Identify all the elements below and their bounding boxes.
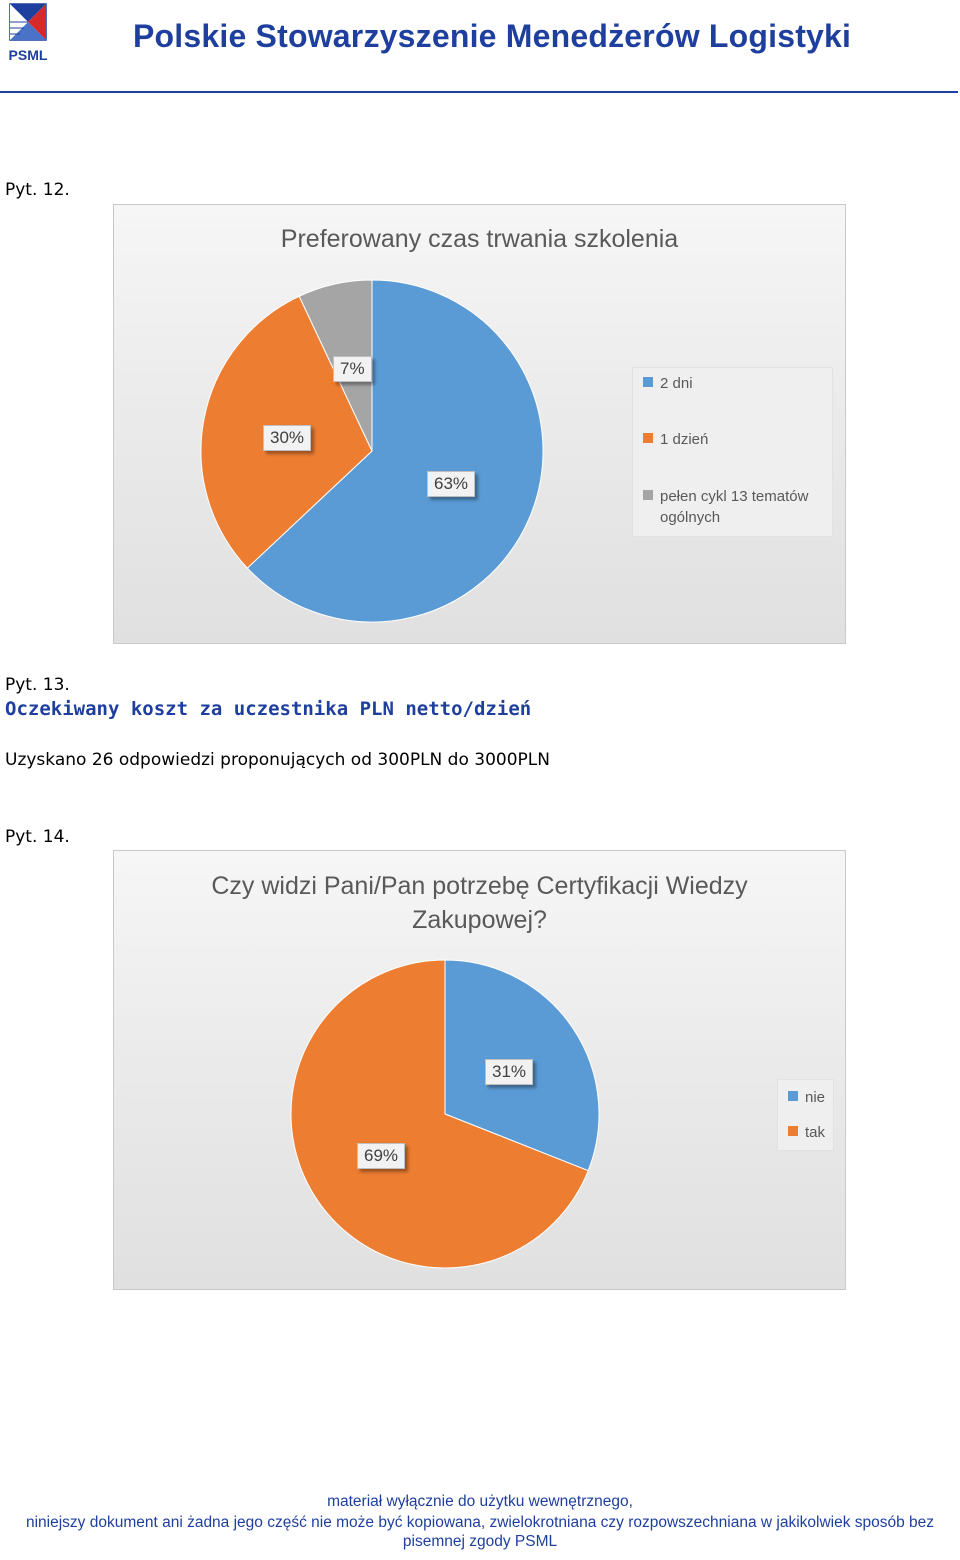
question-13-title: Oczekiwany koszt za uczestnika PLN netto… <box>5 698 532 720</box>
logo-text: PSML <box>9 47 48 63</box>
legend-text: pełen cykl 13 tematów ogólnych <box>660 488 809 526</box>
chart-q12-legend: 2 dni 1 dzień pełen cykl 13 tematów ogól… <box>632 367 833 537</box>
footer-line-2: niniejszy dokument ani żadna jego część … <box>25 1514 935 1531</box>
chart-q12-label-30: 30% <box>263 425 312 451</box>
footer-line-1: materiał wyłącznie do użytku wewnętrzneg… <box>327 1493 633 1510</box>
legend-swatch <box>643 490 653 500</box>
chart-q12: Preferowany czas trwania szkolenia 7% 30… <box>113 204 846 644</box>
chart-q14: Czy widzi Pani/Pan potrzebę Certyfikacji… <box>113 850 846 1290</box>
page-header: PSML Polskie Stowarzyszenie Menedżerów L… <box>0 0 960 95</box>
chart-q14-label-69: 69% <box>357 1143 406 1169</box>
legend-text: nie <box>805 1089 826 1106</box>
legend-swatch <box>788 1126 798 1136</box>
legend-swatch <box>643 377 653 387</box>
question-13-answer: Uzyskano 26 odpowiedzi proponujących od … <box>5 750 550 770</box>
legend-text: 2 dni <box>660 375 693 392</box>
legend-swatch <box>788 1091 798 1101</box>
question-14-label: Pyt. 14. <box>5 827 70 847</box>
footer-line-3: pisemnej zgody PSML <box>402 1533 558 1550</box>
chart-q14-pie <box>290 959 600 1269</box>
legend-text: 1 dzień <box>660 431 709 448</box>
question-12-label: Pyt. 12. <box>5 180 70 200</box>
legend-text: tak <box>805 1124 826 1141</box>
chart-q14-title: Czy widzi Pani/Pan potrzebę Certyfikacji… <box>211 872 748 934</box>
chart-q14-legend: nie tak <box>777 1079 834 1151</box>
org-name: Polskie Stowarzyszenie Menedżerów Logist… <box>133 18 852 54</box>
chart-q14-slice-2 <box>290 959 589 1269</box>
question-13-label: Pyt. 13. <box>5 675 70 695</box>
chart-q12-slice-1 <box>246 279 544 623</box>
chart-q14-label-31: 31% <box>485 1059 534 1085</box>
legend-swatch <box>643 433 653 443</box>
chart-q12-label-63: 63% <box>427 471 476 497</box>
chart-q12-label-7: 7% <box>333 356 372 382</box>
header-rule <box>0 91 958 93</box>
psml-logo: PSML <box>9 3 48 63</box>
chart-q12-title: Preferowany czas trwania szkolenia <box>280 225 679 253</box>
